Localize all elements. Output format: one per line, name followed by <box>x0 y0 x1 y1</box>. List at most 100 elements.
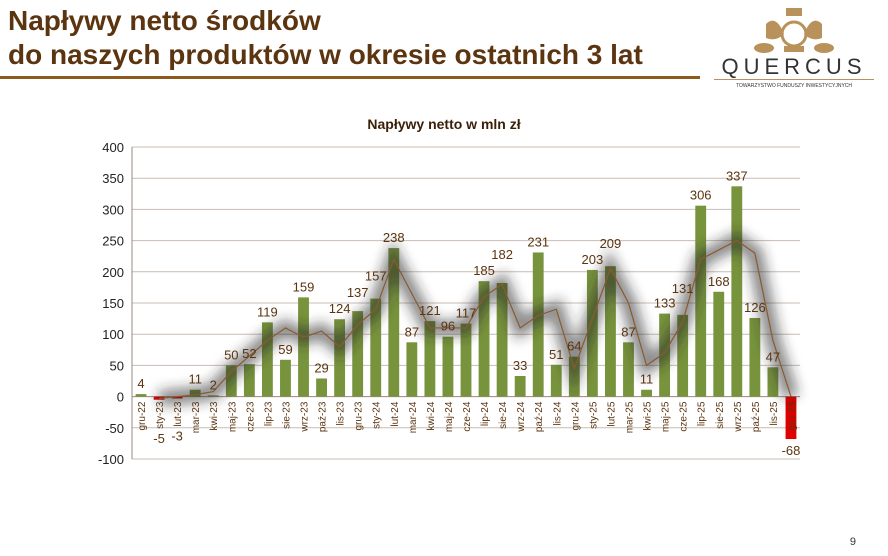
bar-lis-24 <box>550 364 562 397</box>
y-tick-label: 150 <box>102 296 124 311</box>
bar-gru-23 <box>352 311 364 397</box>
x-tick-label: mar-24 <box>408 401 419 433</box>
x-tick-label: lut-24 <box>390 401 401 426</box>
data-label: 87 <box>405 324 419 339</box>
data-label: 87 <box>621 324 635 339</box>
x-tick-label: kwi-23 <box>209 401 220 430</box>
x-tick-label: lip-24 <box>480 401 491 426</box>
data-label: 50 <box>224 347 238 362</box>
x-tick-label: sty-25 <box>588 401 599 429</box>
y-tick-label: 300 <box>102 202 124 217</box>
data-label: 126 <box>744 300 766 315</box>
bar-kwi-24 <box>424 321 436 397</box>
x-tick-label: cze-25 <box>679 401 690 431</box>
data-label: 168 <box>708 274 730 289</box>
x-tick-label: lis-23 <box>336 401 347 425</box>
x-tick-label: lut-23 <box>173 401 184 426</box>
x-tick-label: gru-25 <box>787 401 798 430</box>
x-tick-label: cze-24 <box>462 401 473 431</box>
data-label: 121 <box>419 303 441 318</box>
x-tick-label: gru-22 <box>137 401 148 430</box>
x-tick-label: paź-24 <box>534 401 545 432</box>
bar-paź-23 <box>316 378 327 397</box>
title-line-2: do naszych produktów w okresie ostatnich… <box>8 39 643 70</box>
data-label: 131 <box>672 281 694 296</box>
data-label: 96 <box>441 319 455 334</box>
y-tick-label: 100 <box>102 327 124 342</box>
y-tick-label: 50 <box>110 358 124 373</box>
bar-wrz-24 <box>514 376 526 397</box>
bar-wrz-23 <box>298 297 309 397</box>
x-tick-label: maj-23 <box>227 401 238 432</box>
bar-lut-24 <box>388 248 400 397</box>
title-underline <box>0 76 700 79</box>
x-tick-label: wrz-23 <box>300 401 311 432</box>
trend-line <box>159 239 792 400</box>
bar-lip-24 <box>478 281 490 397</box>
x-tick-label: sty-24 <box>372 401 383 429</box>
x-tick-label: lis-24 <box>552 401 563 425</box>
y-tick-label: 250 <box>102 234 124 249</box>
data-label: 51 <box>549 347 563 362</box>
data-label: 203 <box>582 252 604 267</box>
bar-paź-25 <box>749 317 761 397</box>
y-tick-label: 350 <box>102 171 124 186</box>
x-tick-label: kwi-25 <box>643 401 654 430</box>
data-label: 133 <box>654 296 676 311</box>
x-tick-label: wrz-25 <box>733 401 744 432</box>
bar-gru-25 <box>785 396 797 440</box>
bar-mar-25 <box>623 342 634 397</box>
data-label: 137 <box>347 285 369 300</box>
data-label: 117 <box>456 306 477 321</box>
data-label: 11 <box>188 372 202 387</box>
bar-gru-22 <box>135 394 147 397</box>
data-label: 209 <box>600 236 622 251</box>
svg-text:TOWARZYSTWO FUNDUSZY INWESTYCY: TOWARZYSTWO FUNDUSZY INWESTYCYJNYCH <box>736 83 852 89</box>
data-label: 4 <box>137 376 144 391</box>
data-label: 59 <box>278 342 292 357</box>
x-tick-label: sie-25 <box>715 401 726 429</box>
data-label: 238 <box>383 230 405 245</box>
svg-text:QUERCUS: QUERCUS <box>721 54 866 79</box>
page-number: 9 <box>849 536 856 548</box>
x-tick-label: lip-23 <box>263 401 274 426</box>
bar-lut-25 <box>605 266 616 397</box>
bar-cze-23 <box>243 364 255 397</box>
x-tick-label: mar-25 <box>624 401 635 433</box>
data-label: 33 <box>513 358 527 373</box>
y-tick-label: -100 <box>98 452 124 467</box>
data-label: 337 <box>726 168 748 183</box>
y-tick-label: 0 <box>117 390 124 405</box>
x-tick-label: sty-23 <box>155 401 166 429</box>
data-label: 231 <box>527 234 549 249</box>
data-label: 159 <box>293 279 315 294</box>
data-label: 64 <box>567 339 581 354</box>
bar-lis-23 <box>334 319 346 397</box>
x-tick-label: kwi-24 <box>426 401 437 430</box>
bar-cze-24 <box>460 323 472 397</box>
data-label: 182 <box>491 247 513 262</box>
quercus-logo: QUERCUS TOWARZYSTWO FUNDUSZY INWESTYCYJN… <box>714 8 874 89</box>
data-label: -5 <box>153 431 165 446</box>
bar-wrz-25 <box>731 186 743 397</box>
bar-sie-24 <box>496 283 508 397</box>
data-label: -68 <box>782 443 801 458</box>
title-line-1: Napływy netto środków <box>8 5 321 36</box>
bar-mar-24 <box>406 342 418 397</box>
data-label: 52 <box>242 346 256 361</box>
x-tick-label: wrz-24 <box>516 401 527 432</box>
x-tick-label: lip-25 <box>697 401 708 426</box>
x-tick-label: mar-23 <box>191 401 202 433</box>
data-label: 124 <box>329 301 351 316</box>
page-title: Napływy netto środków do naszych produkt… <box>8 4 643 72</box>
bar-cze-25 <box>677 314 689 397</box>
x-tick-label: paź-25 <box>751 401 762 432</box>
x-tick-label: maj-25 <box>661 401 672 432</box>
x-tick-label: sie-23 <box>281 401 292 429</box>
data-label: 11 <box>640 372 654 387</box>
bar-lip-25 <box>695 205 707 397</box>
data-label: 306 <box>690 188 712 203</box>
data-label: -3 <box>171 429 183 444</box>
x-tick-label: cze-23 <box>245 401 256 431</box>
